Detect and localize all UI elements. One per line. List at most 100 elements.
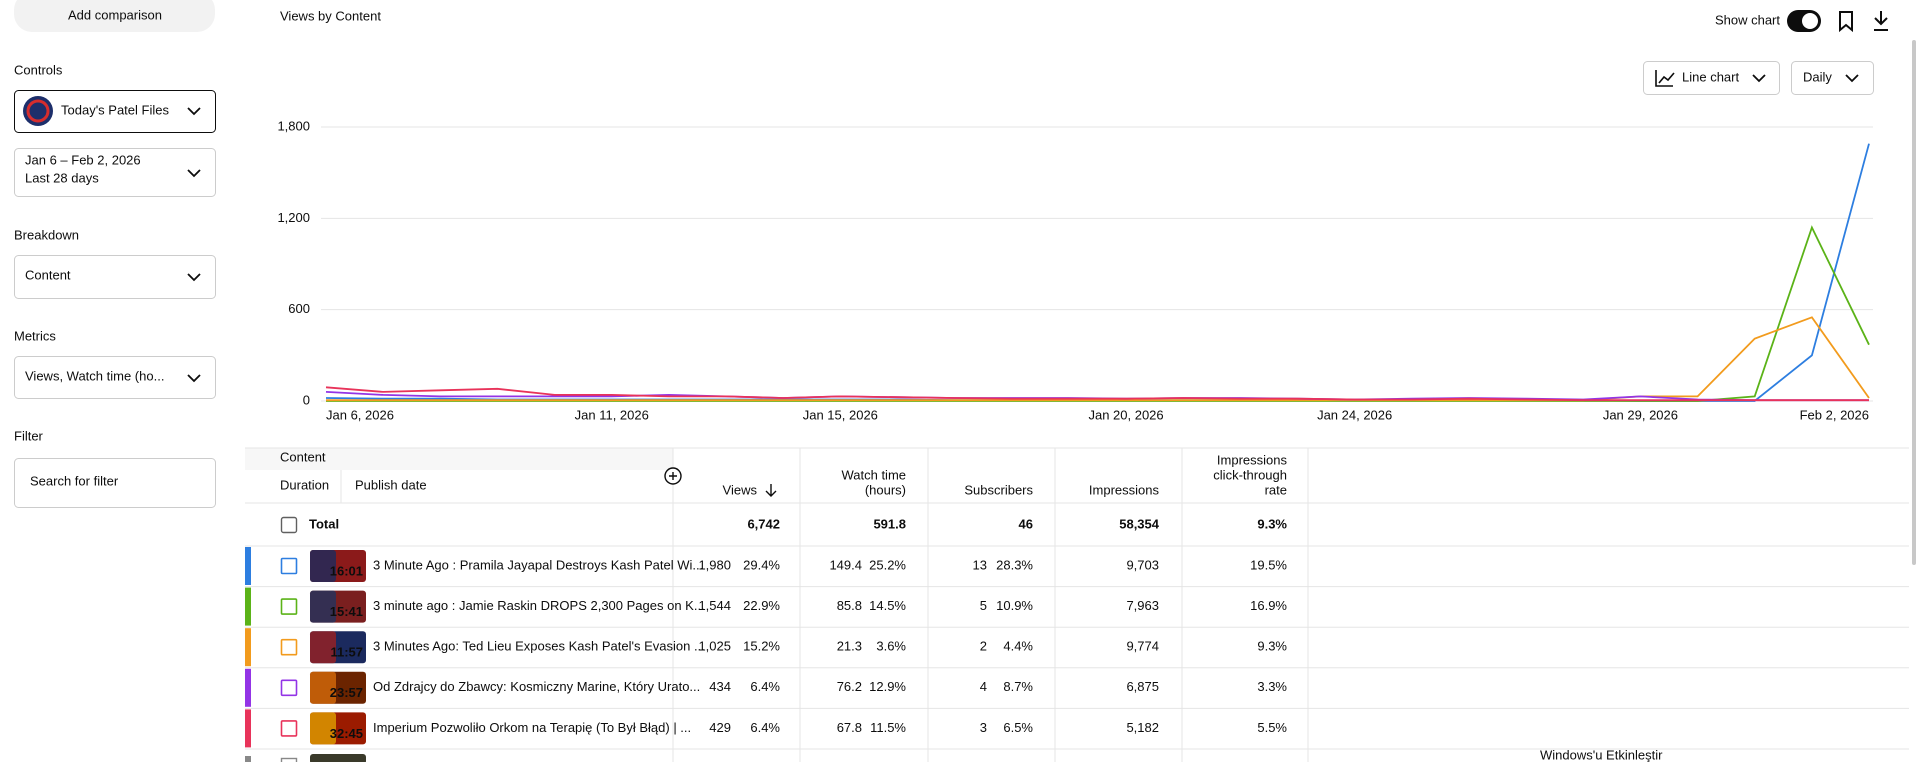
video-title[interactable]: 3 Minute Ago : Pramila Jayapal Destroys … — [373, 557, 703, 572]
header-ctr[interactable]: Impressions — [1217, 452, 1288, 467]
views-pct: 15.2% — [743, 639, 780, 654]
breakdown-value: Content — [25, 267, 71, 282]
interval-button[interactable] — [1791, 61, 1874, 95]
header-publish-date: Publish date — [355, 477, 427, 492]
header-watch-time[interactable]: Watch time — [841, 467, 906, 482]
sort-arrow — [765, 484, 777, 497]
subs-pct: 6.5% — [1003, 720, 1033, 735]
channel-name: Today's Patel Files — [61, 102, 169, 117]
breakdown-dropdown[interactable] — [14, 255, 216, 299]
header-watch-time[interactable]: (hours) — [865, 482, 906, 497]
add-comparison-button[interactable] — [14, 0, 215, 32]
date-dropdown[interactable] — [14, 148, 216, 197]
y-tick-label: 0 — [303, 392, 310, 407]
subscribers: 3 — [980, 720, 987, 735]
toggle-knob — [1802, 13, 1818, 29]
row-checkbox[interactable] — [280, 598, 298, 615]
interval-label: Daily — [1803, 69, 1832, 84]
series-line — [326, 225, 1870, 402]
total-checkbox[interactable] — [280, 516, 298, 534]
row-checkbox[interactable] — [280, 557, 298, 575]
views: 1,025 — [698, 639, 731, 654]
header-subscribers[interactable]: Subscribers — [964, 482, 1033, 497]
add-column-plus — [669, 472, 677, 480]
video-thumbnail-shade — [310, 712, 336, 745]
subs-pct: 4.4% — [1003, 639, 1033, 654]
video-title[interactable]: Imperium Pozwoliło Orkom na Terapię (To … — [373, 720, 691, 735]
total-subscribers: 46 — [1019, 516, 1033, 531]
chart-type-label: Line chart — [1682, 69, 1739, 84]
views: 1,980 — [698, 557, 731, 572]
watch-time: 149.4 — [829, 557, 862, 572]
row-checkbox[interactable] — [280, 638, 298, 656]
y-tick-label: 600 — [288, 301, 310, 316]
watch-pct: 25.2% — [869, 557, 906, 572]
row-color-bar — [245, 756, 251, 762]
video-title[interactable]: Od Zdrajcy do Zbawcy: Kosmiczny Marine, … — [373, 679, 700, 694]
y-tick-label: 1,800 — [277, 118, 310, 133]
chevron — [187, 273, 201, 282]
header-duration: Duration — [280, 477, 329, 492]
total-label: Total — [309, 516, 339, 531]
watch-time: 67.8 — [837, 720, 862, 735]
chevron — [1752, 74, 1766, 83]
impressions: 7,963 — [1126, 598, 1159, 613]
metrics-dropdown[interactable] — [14, 356, 216, 399]
video-title[interactable]: 3 minute ago : Jamie Raskin DROPS 2,300 … — [373, 598, 705, 613]
channel-avatar-ring — [26, 99, 50, 123]
x-tick-label: Jan 15, 2026 — [803, 407, 878, 422]
watch-pct: 14.5% — [869, 598, 906, 613]
header-ctr[interactable]: click-through — [1213, 467, 1287, 482]
x-tick-label: Jan 24, 2026 — [1317, 407, 1392, 422]
chart-type-button[interactable] — [1643, 61, 1780, 95]
date-range: Jan 6 – Feb 2, 2026 — [25, 152, 141, 167]
row-checkbox[interactable] — [280, 757, 298, 762]
video-duration: 15:41 — [330, 604, 363, 619]
section-label: Controls — [14, 62, 63, 77]
watermark: Windows'u Etkinleştir — [1540, 747, 1663, 762]
y-tick-label: 1,200 — [277, 210, 310, 225]
row-checkbox[interactable] — [280, 679, 298, 697]
ctr: 5.5% — [1257, 720, 1287, 735]
chevron — [1845, 74, 1859, 83]
ctr: 9.3% — [1257, 639, 1287, 654]
views-pct: 22.9% — [743, 598, 780, 613]
views: 429 — [709, 720, 731, 735]
channel-dropdown[interactable] — [14, 90, 216, 133]
views-pct: 29.4% — [743, 557, 780, 572]
line-chart-icon — [1655, 70, 1675, 87]
header-ctr[interactable]: rate — [1265, 482, 1287, 497]
download-icon[interactable] — [1874, 11, 1888, 31]
ctr: 19.5% — [1250, 557, 1287, 572]
row-color-bar — [245, 587, 251, 626]
row-color-bar — [245, 668, 251, 707]
ctr: 3.3% — [1257, 679, 1287, 694]
watch-time: 21.3 — [837, 639, 862, 654]
metrics-value: Views, Watch time (ho... — [25, 368, 164, 383]
header-views[interactable]: Views — [723, 482, 758, 497]
subscribers: 4 — [980, 679, 987, 694]
video-thumbnail-shade — [310, 631, 336, 664]
video-thumbnail — [310, 754, 366, 762]
bookmark-icon[interactable] — [1839, 11, 1853, 33]
filter-input[interactable] — [14, 458, 216, 508]
watch-pct: 12.9% — [869, 679, 906, 694]
video-title[interactable]: 3 Minutes Ago: Ted Lieu Exposes Kash Pat… — [373, 639, 705, 654]
total-ctr: 9.3% — [1257, 516, 1287, 531]
scrollbar-thumb — [1912, 40, 1916, 565]
chart-title: Views by Content — [280, 8, 381, 23]
row-color-bar — [245, 628, 251, 667]
subs-pct: 10.9% — [996, 598, 1033, 613]
impressions: 9,703 — [1126, 557, 1159, 572]
video-duration: 32:45 — [330, 726, 363, 741]
video-duration: 11:57 — [330, 645, 363, 660]
x-tick-label: Feb 2, 2026 — [1800, 407, 1869, 422]
series-line — [325, 386, 1869, 402]
table-header-band — [245, 448, 673, 470]
subs-pct: 28.3% — [996, 557, 1033, 572]
row-checkbox[interactable] — [280, 720, 298, 737]
header-impressions[interactable]: Impressions — [1089, 482, 1160, 497]
series-line — [326, 316, 1870, 402]
chevron — [187, 107, 201, 116]
